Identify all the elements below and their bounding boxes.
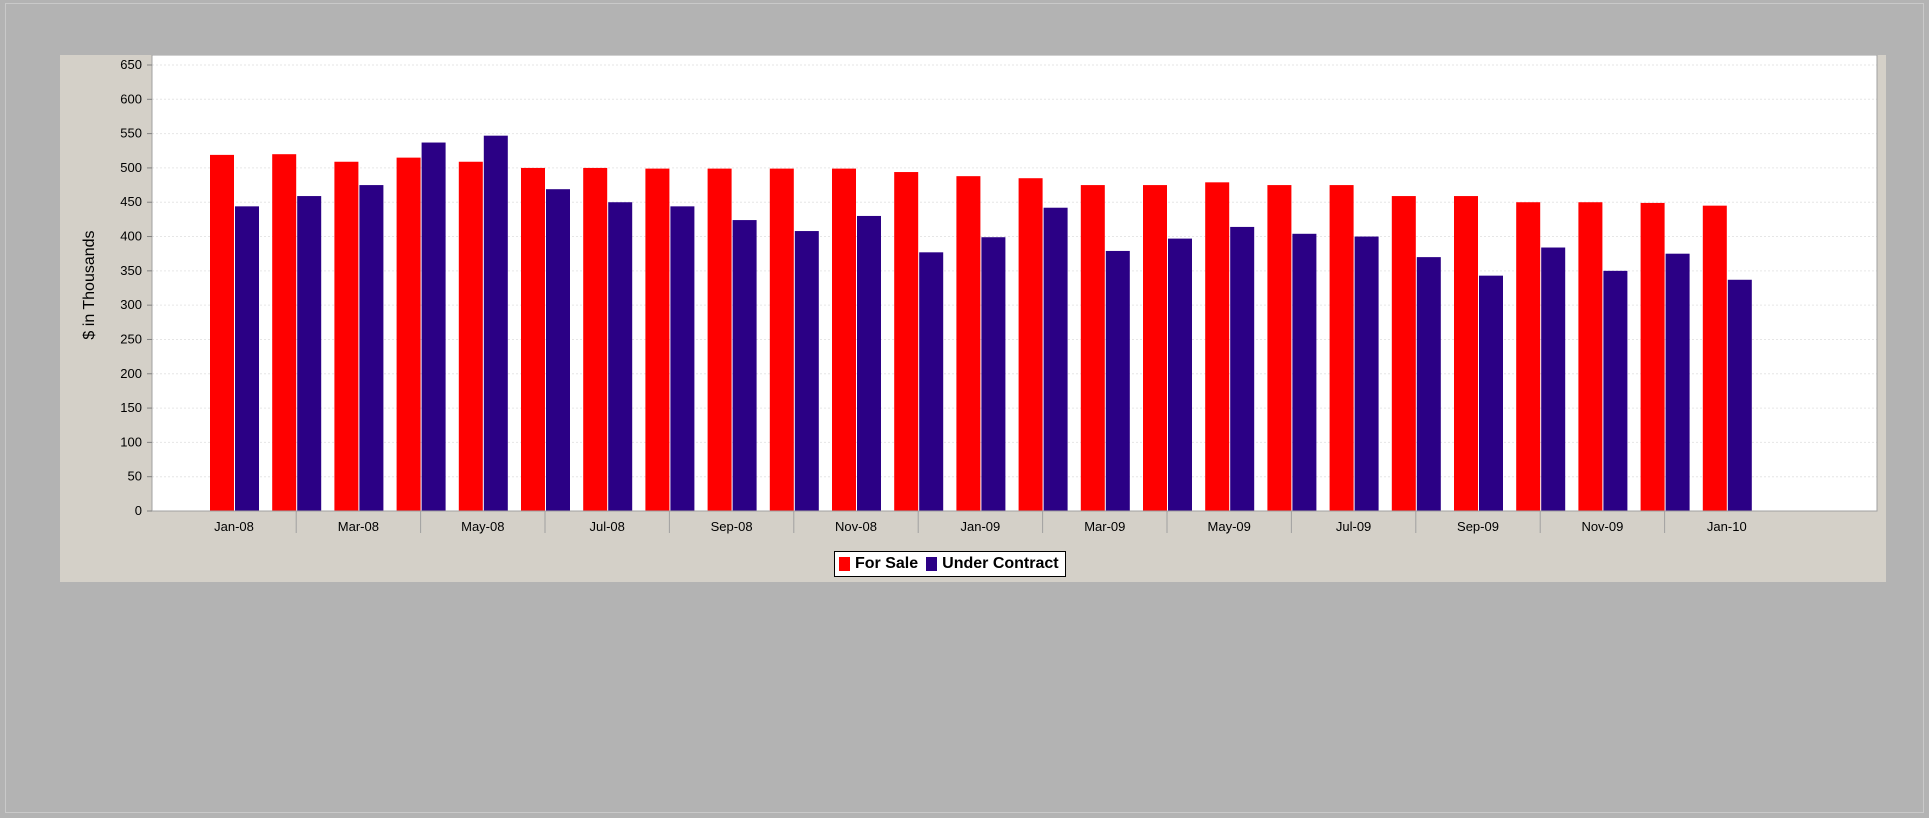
- bar-under-contract: [1168, 238, 1192, 511]
- x-tick-label: Nov-08: [835, 519, 877, 534]
- bar-for-sale: [1702, 205, 1727, 511]
- y-tick-label: 150: [120, 400, 142, 415]
- x-tick-label: Sep-09: [1457, 519, 1499, 534]
- y-tick-label: 600: [120, 91, 142, 106]
- bar-for-sale: [1578, 202, 1603, 511]
- x-tick-label: Jan-10: [1707, 519, 1747, 534]
- bar-under-contract: [732, 220, 757, 511]
- bar-for-sale: [396, 157, 421, 511]
- y-tick-label: 250: [120, 331, 142, 346]
- y-tick-label: 550: [120, 126, 142, 141]
- y-tick-label: 650: [120, 57, 142, 72]
- x-tick-label: Jul-09: [1336, 519, 1371, 534]
- bar-for-sale: [1329, 185, 1354, 512]
- bar-under-contract: [483, 135, 508, 512]
- bar-for-sale: [956, 176, 981, 511]
- bar-under-contract: [1354, 236, 1379, 512]
- y-tick-labels: 0 50 100 150 200 250 300 350 400 450 500 550 600 650: [120, 57, 152, 518]
- bar-for-sale: [894, 172, 919, 511]
- y-tick-label: 300: [120, 297, 142, 312]
- bar-under-contract: [235, 206, 259, 511]
- bar-for-sale: [1391, 196, 1416, 511]
- legend-item-under-contract: Under Contract: [926, 555, 1059, 573]
- bar-for-sale: [272, 154, 297, 511]
- y-tick-label: 200: [120, 366, 142, 381]
- bar-for-sale: [769, 168, 794, 511]
- bar-for-sale: [1080, 185, 1105, 512]
- plot-border: [151, 55, 1878, 512]
- x-tick-labels: Jan-08 Mar-08 May-08 Jul-08 Sep-08 Nov-08 Jan-…: [214, 511, 1747, 534]
- y-axis-title: $ in Thousands: [81, 230, 98, 339]
- bar-for-sale: [1454, 196, 1478, 511]
- under-contract-swatch: [926, 557, 938, 571]
- bar-for-sale: [645, 168, 670, 511]
- y-tick-label: 100: [120, 434, 142, 449]
- bar-under-contract: [1230, 226, 1255, 511]
- bar-under-contract: [857, 215, 881, 511]
- bar-under-contract: [670, 206, 695, 511]
- for-sale-swatch: [839, 557, 850, 571]
- bar-for-sale: [210, 154, 234, 511]
- y-tick-label: 400: [120, 229, 142, 244]
- x-tick-label: Jan-09: [961, 519, 1001, 534]
- y-tick-label: 450: [120, 194, 142, 209]
- bar-under-contract: [1665, 253, 1690, 511]
- bar-for-sale: [334, 161, 359, 512]
- bar-under-contract: [1727, 279, 1752, 511]
- bar-under-contract: [981, 237, 1006, 511]
- legend-label-for-sale: For Sale: [855, 555, 919, 572]
- x-tick-label: Nov-09: [1581, 519, 1623, 534]
- x-tick-label: May-09: [1208, 519, 1251, 534]
- bars: [210, 135, 1752, 512]
- legend-label-under-contract: Under Contract: [942, 555, 1059, 572]
- x-tick-label: Jan-08: [214, 519, 254, 534]
- axes: [151, 55, 1878, 512]
- bar-for-sale: [707, 168, 732, 511]
- bar-for-sale: [1018, 178, 1043, 511]
- bar-for-sale: [1640, 202, 1665, 511]
- bar-for-sale: [832, 168, 856, 511]
- bar-for-sale: [458, 161, 483, 512]
- bar-under-contract: [1603, 270, 1628, 511]
- x-tick-label: Jul-08: [589, 519, 624, 534]
- bar-under-contract: [1479, 275, 1503, 511]
- y-tick-label: 50: [128, 469, 142, 484]
- x-tick-label: Mar-08: [338, 519, 379, 534]
- bar-under-contract: [608, 202, 633, 511]
- bar-under-contract: [546, 189, 570, 511]
- bar-under-contract: [359, 185, 384, 512]
- bar-under-contract: [1105, 250, 1130, 511]
- bar-for-sale: [521, 167, 545, 511]
- legend-item-for-sale: For Sale: [839, 555, 918, 573]
- x-tick-label: May-08: [461, 519, 504, 534]
- bar-under-contract: [1541, 247, 1566, 512]
- bar-for-sale: [1516, 202, 1541, 511]
- x-tick-label: Sep-08: [711, 519, 753, 534]
- bar-under-contract: [421, 142, 446, 511]
- x-tick-label: Mar-09: [1084, 519, 1125, 534]
- bar-under-contract: [297, 196, 322, 511]
- bar-under-contract: [1416, 257, 1441, 511]
- bar-for-sale: [1143, 185, 1167, 512]
- bar-for-sale: [1267, 185, 1292, 512]
- y-tick-label: 350: [120, 263, 142, 278]
- y-tick-label: 0: [135, 503, 142, 518]
- chart-panel: 0 50 100 150 200 250 300 350 400 450 500 550 600 650 …: [60, 55, 1886, 582]
- bar-under-contract: [794, 231, 819, 511]
- y-tick-label: 500: [120, 160, 142, 175]
- bar-for-sale: [583, 167, 608, 511]
- legend: For Sale Under Contract: [834, 551, 1066, 577]
- bar-chart: 050100150200250300350400450500550600650 …: [81, 55, 1878, 534]
- bar-under-contract: [1292, 233, 1317, 512]
- bar-under-contract: [919, 252, 944, 511]
- bar-for-sale: [1205, 182, 1230, 511]
- window-frame: 0 50 100 150 200 250 300 350 400 450 500 550 600 650 …: [5, 3, 1924, 813]
- bar-under-contract: [1043, 207, 1068, 511]
